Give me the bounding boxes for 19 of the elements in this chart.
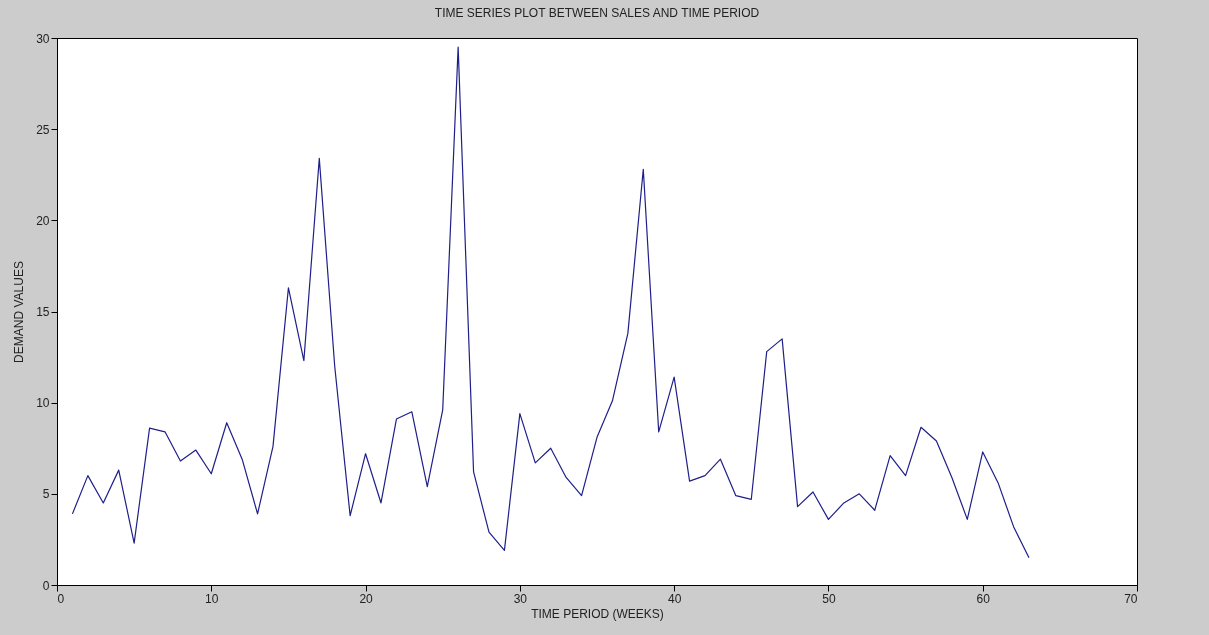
x-axis-title: TIME PERIOD (WEEKS) xyxy=(531,606,664,621)
y-tick-label: 30 xyxy=(36,31,50,46)
x-tick-label: 60 xyxy=(976,591,991,606)
x-tick-label: 20 xyxy=(359,591,374,606)
line-series xyxy=(71,46,1030,559)
y-tick-label: 15 xyxy=(36,305,50,319)
x-tick-label: 0 xyxy=(57,591,65,606)
x-tick-label: 30 xyxy=(513,591,528,606)
y-tick-label: 20 xyxy=(36,213,50,228)
y-tick-label: 5 xyxy=(42,487,50,502)
y-tick-label: 10 xyxy=(36,396,50,411)
y-tick-label: 25 xyxy=(36,122,50,137)
x-tick-label: 40 xyxy=(667,591,682,606)
chart-title: TIME SERIES PLOT BETWEEN SALES AND TIME PERIOD xyxy=(434,6,760,20)
x-tick-label: 70 xyxy=(1124,591,1138,606)
x-tick-label: 50 xyxy=(822,591,836,606)
y-tick-label: 0 xyxy=(42,578,50,593)
y-axis-title: DEMAND VALUES xyxy=(12,261,27,363)
x-tick-label: 10 xyxy=(205,591,219,606)
